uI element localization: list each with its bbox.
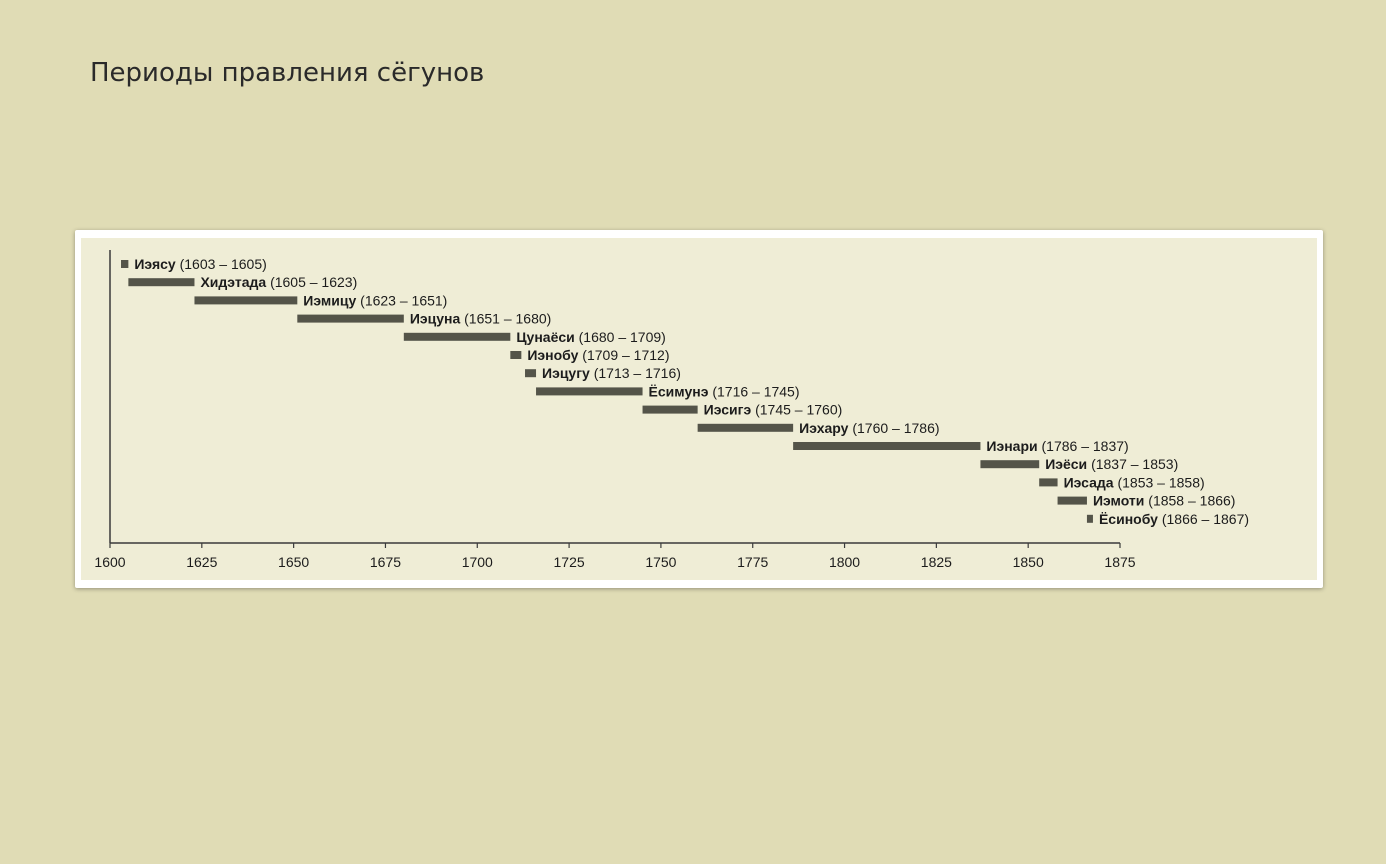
timeline-bar: [128, 278, 195, 287]
timeline-bar: [525, 369, 537, 378]
timeline-bar: [121, 260, 129, 268]
bar-years: (1713 – 1716): [594, 365, 681, 381]
bar-name: Иэсигэ: [704, 402, 755, 418]
bar-years: (1680 – 1709): [579, 329, 666, 345]
timeline-bar: [536, 387, 643, 396]
bar-name: Иэхару: [799, 420, 852, 436]
bar-name: Иэмицу: [303, 292, 360, 308]
bar-label: Иэмицу (1623 – 1651): [303, 292, 447, 308]
timeline-bar: [194, 296, 298, 305]
bar-label: Ёсимунэ (1716 – 1745): [649, 383, 800, 399]
bar-name: Иэнобу: [527, 347, 582, 363]
x-tick-label: 1875: [1104, 554, 1135, 570]
bar-name: Иэнари: [986, 438, 1041, 454]
x-tick-label: 1650: [278, 554, 309, 570]
x-tick-label: 1825: [921, 554, 952, 570]
bar-name: Ёсинобу: [1099, 511, 1162, 527]
bar-years: (1605 – 1623): [270, 274, 357, 290]
x-tick-label: 1850: [1013, 554, 1044, 570]
bar-years: (1866 – 1867): [1162, 511, 1249, 527]
x-tick-label: 1700: [462, 554, 493, 570]
bar-name: Иэёси: [1045, 456, 1091, 472]
bar-years: (1853 – 1858): [1117, 474, 1204, 490]
timeline-bar: [297, 314, 404, 323]
bar-label: Иэсигэ (1745 – 1760): [704, 402, 843, 418]
timeline-bar: [1039, 478, 1058, 487]
bar-label: Иэсада (1853 – 1858): [1064, 474, 1205, 490]
x-tick-label: 1800: [829, 554, 860, 570]
timeline-bar: [1057, 496, 1087, 505]
shogun-timeline-chart: 1600 1625 1650 1675 1700 1725 1750 1775 1800 1825…: [94, 250, 1249, 570]
bar-years: (1651 – 1680): [464, 311, 551, 327]
x-tick-label: 1625: [186, 554, 217, 570]
bar-label: Иэмоти (1858 – 1866): [1093, 493, 1236, 509]
x-tick-label: 1675: [370, 554, 401, 570]
bar-years: (1858 – 1866): [1148, 493, 1235, 509]
timeline-bar: [510, 351, 522, 359]
bar-label: Иэцугу (1713 – 1716): [542, 365, 681, 381]
bar-years: (1760 – 1786): [852, 420, 939, 436]
bar-label: Иэясу (1603 – 1605): [134, 256, 266, 272]
bar-years: (1786 – 1837): [1042, 438, 1129, 454]
bar-label: Иэёси (1837 – 1853): [1045, 456, 1178, 472]
bar-name: Хидэтада: [200, 274, 270, 290]
bar-years: (1623 – 1651): [360, 292, 447, 308]
timeline-bar: [403, 332, 511, 341]
bar-name: Ёсимунэ: [649, 383, 713, 399]
bar-years: (1745 – 1760): [755, 402, 842, 418]
timeline-bar: [642, 405, 698, 414]
bar-name: Цунаёси: [516, 329, 578, 345]
bar-label: Иэнобу (1709 – 1712): [527, 347, 669, 363]
bar-years: (1603 – 1605): [180, 256, 267, 272]
bar-name: Иэцуна: [410, 311, 464, 327]
bar-years: (1837 – 1853): [1091, 456, 1178, 472]
bar-years: (1709 – 1712): [582, 347, 669, 363]
x-tick-label: 1775: [737, 554, 768, 570]
chart-area: 1600 1625 1650 1675 1700 1725 1750 1775 1800 1825…: [81, 238, 1317, 580]
bar-name: Иэясу: [134, 256, 179, 272]
bar-name: Иэцугу: [542, 365, 594, 381]
slide-title: Периоды правления сёгунов: [90, 58, 485, 88]
x-tick-label: 1600: [94, 554, 125, 570]
chart-frame: 1600 1625 1650 1675 1700 1725 1750 1775 1800 1825…: [75, 230, 1323, 588]
x-tick-label: 1750: [645, 554, 676, 570]
bar-years: (1716 – 1745): [712, 383, 799, 399]
bar-label: Иэцуна (1651 – 1680): [410, 311, 552, 327]
x-tick-label: 1725: [554, 554, 585, 570]
timeline-bar: [980, 460, 1040, 469]
timeline-bar: [793, 442, 981, 450]
bar-label: Ёсинобу (1866 – 1867): [1099, 511, 1249, 527]
bar-label: Хидэтада (1605 – 1623): [200, 274, 357, 290]
bar-name: Иэсада: [1064, 474, 1118, 490]
timeline-bar: [697, 423, 794, 432]
bar-label: Иэнари (1786 – 1837): [986, 438, 1128, 454]
bar-name: Иэмоти: [1093, 493, 1148, 509]
bar-label: Цунаёси (1680 – 1709): [516, 329, 666, 345]
timeline-bar: [1086, 514, 1093, 523]
bar-label: Иэхару (1760 – 1786): [799, 420, 939, 436]
